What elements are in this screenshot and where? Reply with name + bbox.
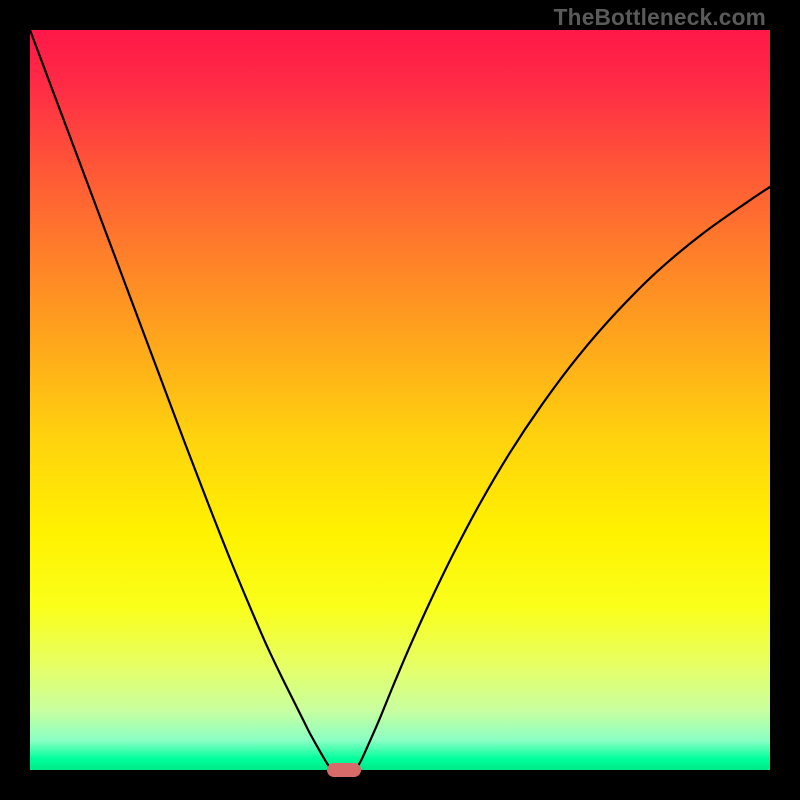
watermark-label: TheBottleneck.com: [554, 4, 766, 31]
bottleneck-curve: [30, 30, 770, 770]
optimum-marker: [327, 763, 361, 777]
chart-frame: TheBottleneck.com: [0, 0, 800, 800]
plot-area: [30, 30, 770, 770]
